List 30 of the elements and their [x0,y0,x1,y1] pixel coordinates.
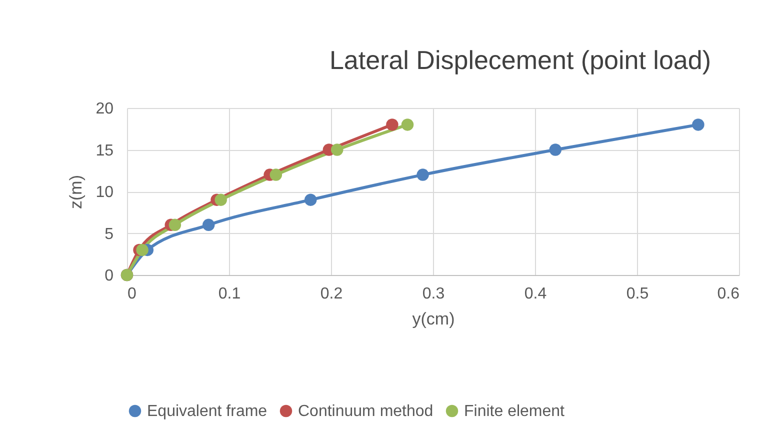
x-tick-label: 0.6 [717,286,740,302]
y-tick-label: 0 [104,268,114,284]
legend-label: Continuum method [298,403,434,420]
point [168,218,182,232]
y-tick-label: 20 [96,100,114,118]
point [692,118,704,131]
chart-title: Lateral Displecement (point load) [329,45,711,75]
point [214,194,227,206]
x-tick-label: 0.4 [524,286,547,302]
point [330,144,344,156]
point [549,144,562,156]
y-tick-label: 5 [104,226,114,243]
point [202,218,215,232]
x-tick-label: 0 [128,286,136,302]
y-tick-label: 15 [96,142,114,160]
point [270,168,282,181]
point [416,168,429,181]
y-axis-title: z(m) [66,175,86,209]
legend-label: Equivalent frame [147,403,268,420]
x-tick-label: 0.2 [320,286,343,302]
point [386,118,398,131]
y-tick-label: 10 [96,184,114,201]
x-axis-title: y(cm) [412,310,455,328]
x-tick-label: 0.5 [626,286,649,302]
x-tick-label: 0.1 [218,286,241,302]
point [136,244,148,256]
point [401,118,414,131]
legend-label: Finite element [464,403,566,420]
point [304,194,317,206]
x-tick-label: 0.3 [422,286,445,302]
